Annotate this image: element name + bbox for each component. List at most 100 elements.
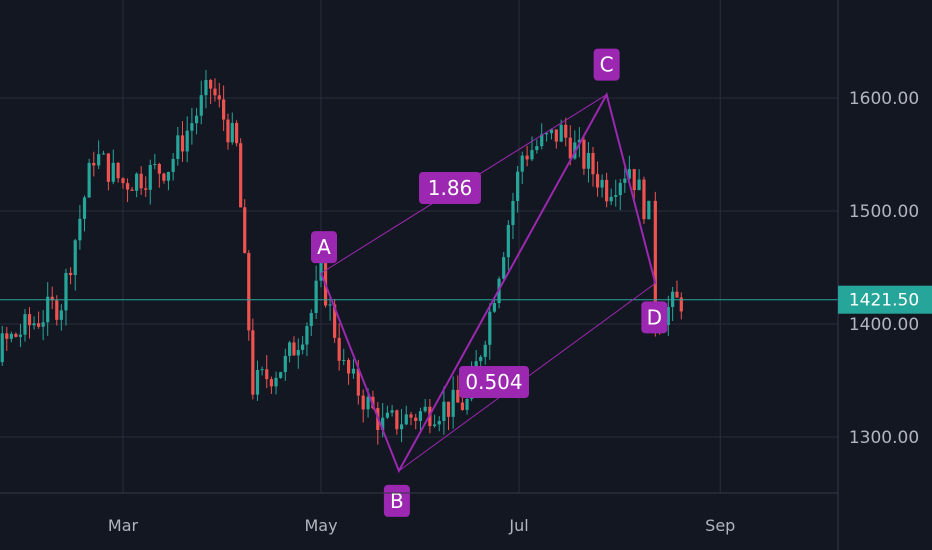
candle-body: [217, 95, 221, 100]
candle-body: [296, 349, 300, 356]
candle-body: [627, 169, 631, 179]
price-axis: 1300.00 1400.00 1500.00 1600.00 1421.50: [837, 0, 932, 550]
candle-body: [535, 146, 539, 151]
ratio-label-ac-text: 1.86: [428, 176, 473, 200]
candle-body: [600, 179, 604, 188]
last-price-tag-bg: [838, 285, 932, 314]
candle-body: [265, 369, 269, 380]
price-tick-label: 1300.00: [849, 428, 919, 448]
candle-body: [153, 164, 157, 166]
candle-body: [9, 333, 13, 339]
candle-body: [488, 311, 492, 345]
candle-body: [418, 411, 423, 421]
candle-body: [544, 133, 549, 135]
candle-body: [288, 342, 292, 356]
candle-body: [414, 417, 418, 421]
candle-body: [328, 304, 332, 306]
candle-body: [337, 337, 341, 361]
candle-body: [37, 323, 41, 327]
candle-body: [73, 240, 77, 276]
candle-body: [451, 389, 455, 417]
candle-body: [279, 372, 283, 378]
candle-body: [199, 95, 203, 116]
price-tick-label: 1500.00: [849, 202, 919, 222]
candle-body: [121, 178, 125, 184]
candle-body: [502, 257, 506, 279]
candle-body: [305, 326, 309, 345]
candle-body: [106, 153, 110, 182]
candle-body: [653, 200, 657, 327]
candle-body: [614, 195, 618, 197]
candle-body: [148, 165, 152, 190]
candle-body: [5, 333, 9, 339]
candle-body: [255, 370, 260, 395]
candle-body: [568, 137, 572, 159]
candle-body: [116, 162, 120, 179]
last-price-tag-text: 1421.50: [849, 291, 919, 311]
candle-body: [618, 182, 622, 196]
candlestick-series: [0, 69, 838, 445]
candle-body: [395, 410, 399, 430]
candle-body: [309, 312, 313, 327]
candle-body: [483, 344, 487, 357]
candle-body: [623, 178, 627, 183]
candle-body: [46, 296, 50, 323]
candle-body: [235, 122, 239, 144]
candle-body: [530, 150, 534, 160]
price-tick-label: 1600.00: [849, 89, 919, 109]
candle-body: [346, 360, 351, 374]
candle-body: [679, 297, 683, 312]
candle-body: [301, 344, 305, 350]
candle-body: [582, 139, 586, 169]
ratio-label-bd[interactable]: 0.504: [459, 366, 529, 398]
candle-body: [409, 414, 413, 418]
candle-body: [14, 333, 18, 337]
point-label-d-text: D: [647, 305, 662, 329]
point-label-b[interactable]: B: [383, 484, 410, 517]
ratio-label-ac[interactable]: 1.86: [419, 172, 481, 204]
candle-body: [366, 396, 370, 410]
candle-body: [511, 200, 515, 226]
point-label-c[interactable]: C: [593, 48, 620, 81]
candle-body: [319, 259, 323, 281]
candle-body: [78, 218, 82, 241]
candle-body: [437, 420, 441, 425]
candle-body: [209, 79, 213, 89]
ratio-label-ac-bg: [419, 172, 481, 204]
candle-body: [230, 122, 234, 143]
candle-body: [243, 207, 247, 253]
pattern-legs[interactable]: [320, 91, 657, 474]
candle-body: [433, 424, 437, 427]
candle-body: [251, 330, 255, 395]
candle-body: [675, 291, 679, 298]
ratio-label-bd-bg: [459, 366, 529, 398]
candle-body: [342, 360, 346, 362]
candle-body: [162, 173, 166, 181]
candle-body: [190, 123, 194, 131]
candle-body: [549, 129, 554, 134]
candle-body: [166, 172, 171, 181]
candle-body: [609, 196, 613, 202]
candle-body: [333, 304, 337, 338]
candle-body: [666, 307, 670, 326]
point-label-d[interactable]: D: [641, 301, 668, 334]
point-label-a[interactable]: A: [311, 231, 337, 264]
harmonic-pattern[interactable]: A B C D 1.86 0.504: [311, 48, 668, 517]
candle-body: [591, 152, 595, 175]
candle-body: [605, 179, 609, 202]
candle-body: [87, 162, 91, 198]
candle-body: [404, 414, 408, 425]
candle-body: [456, 389, 460, 403]
candle-body: [139, 173, 143, 189]
point-label-b-text: B: [390, 489, 404, 513]
candle-body: [194, 115, 199, 124]
candle-body: [41, 322, 45, 327]
candle-body: [647, 200, 651, 220]
candle-body: [269, 379, 273, 387]
candle-body: [204, 79, 208, 96]
candle-body: [144, 188, 148, 190]
candle-body: [27, 314, 32, 326]
candle-body: [125, 183, 130, 190]
candle-body: [260, 369, 264, 371]
